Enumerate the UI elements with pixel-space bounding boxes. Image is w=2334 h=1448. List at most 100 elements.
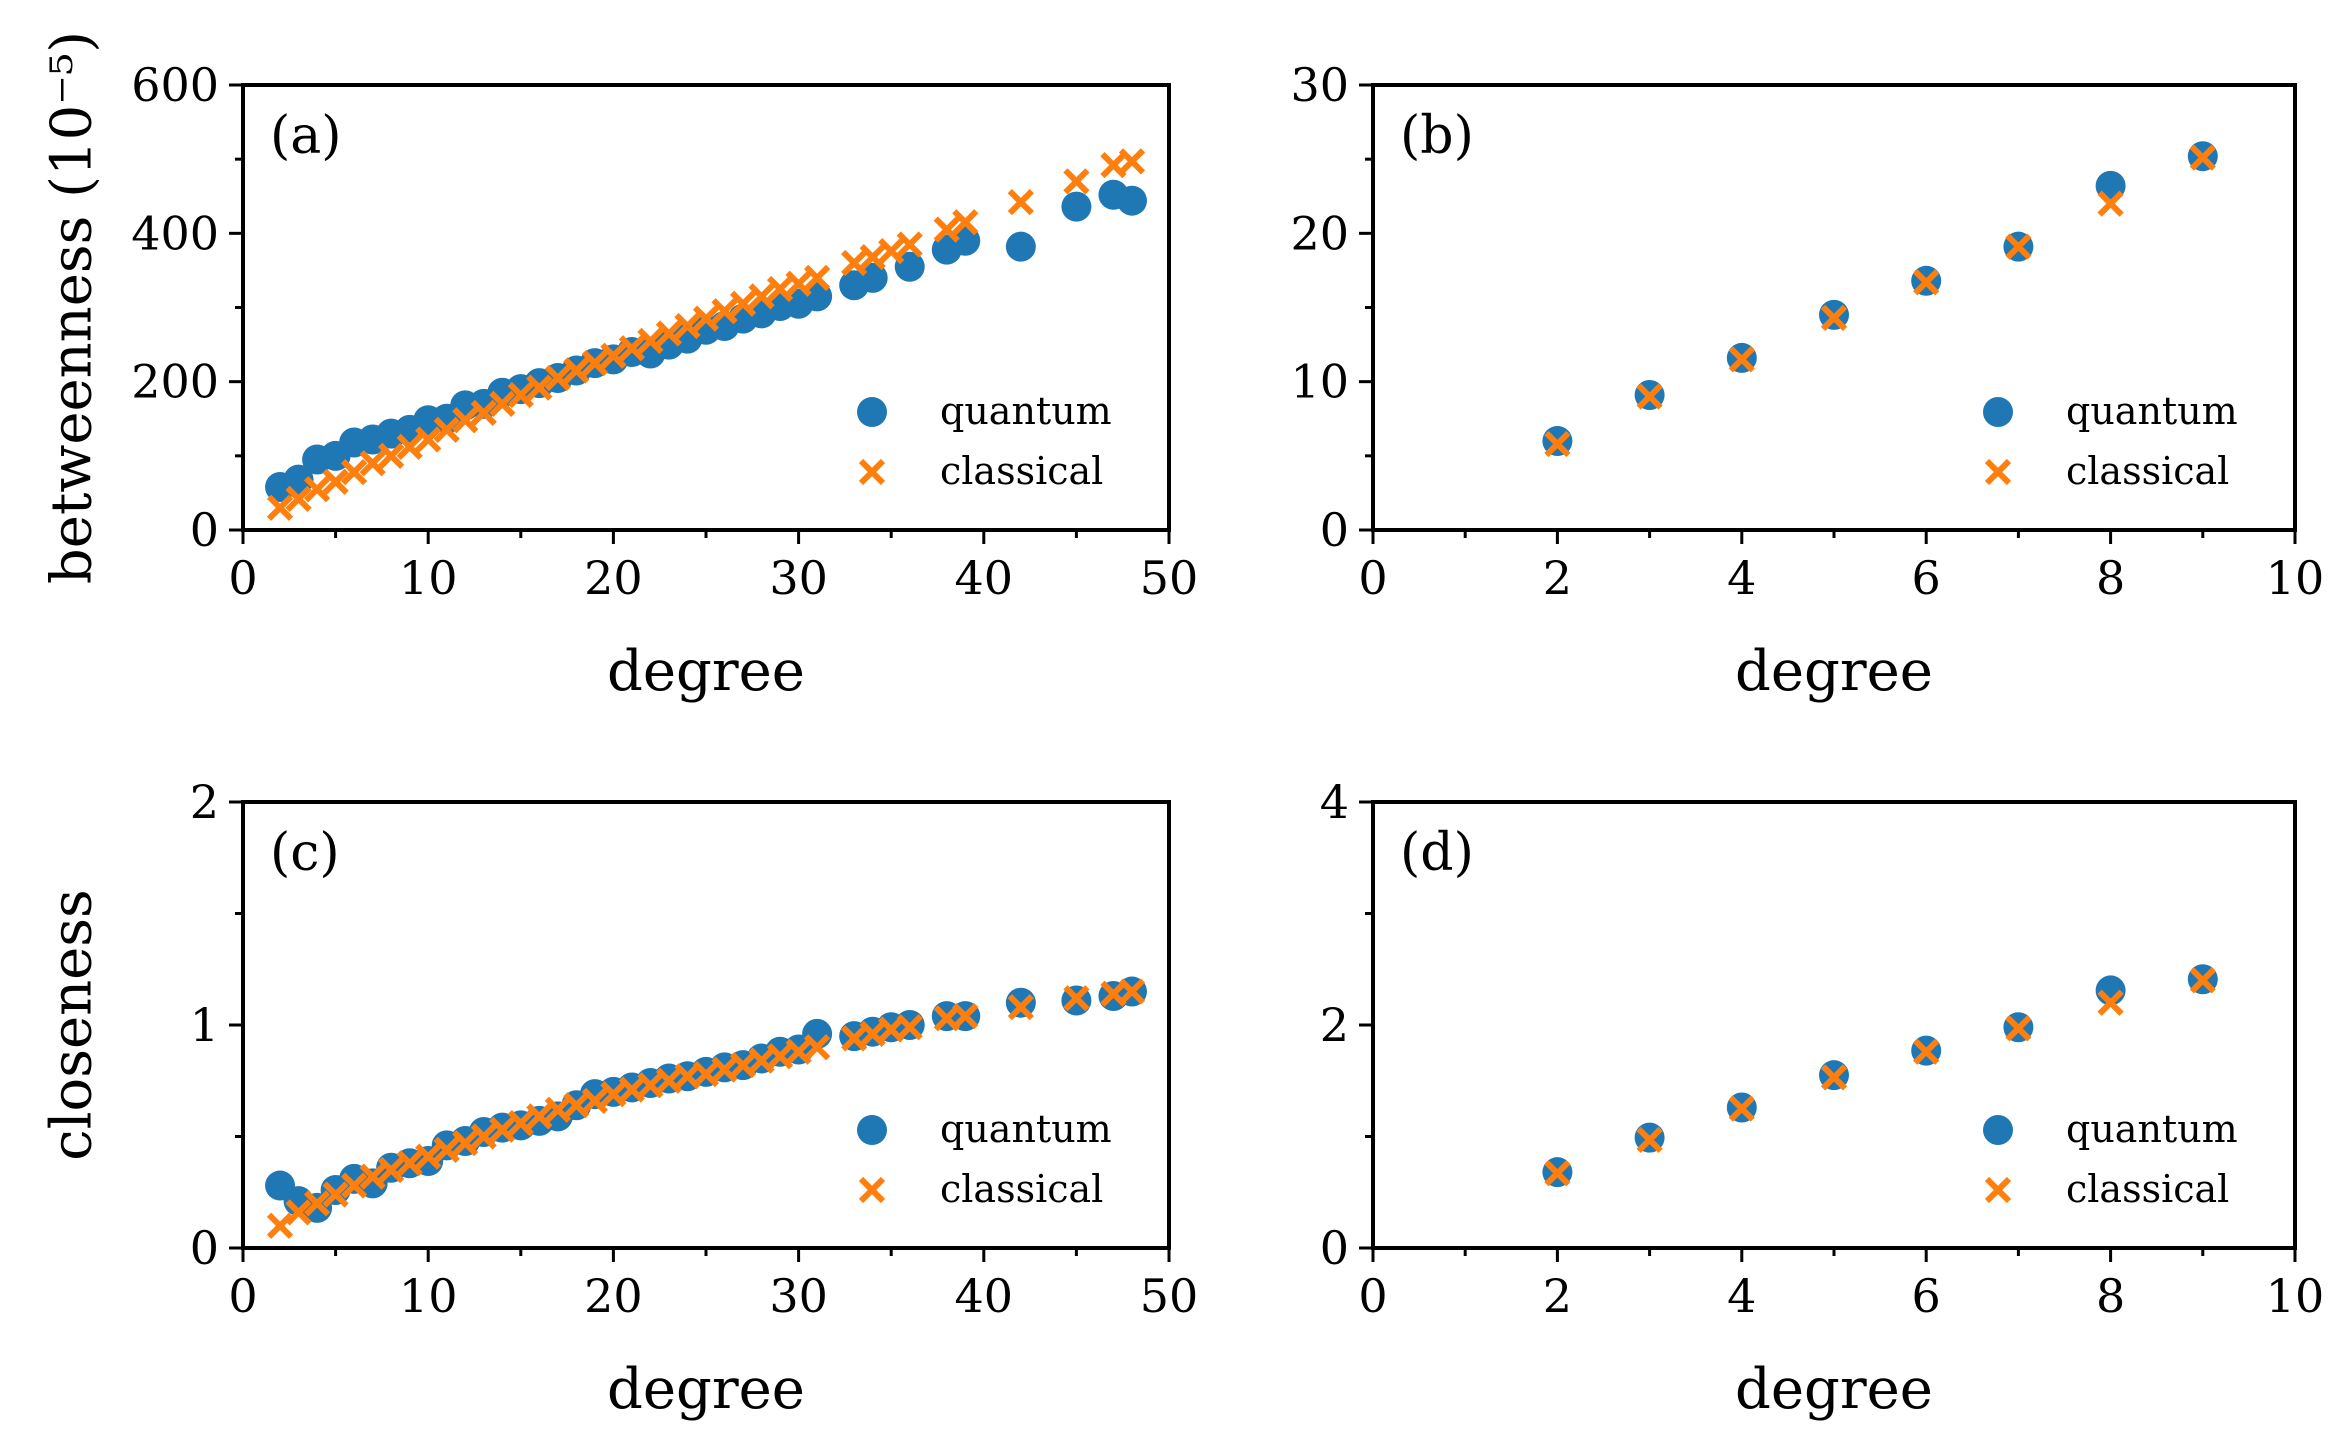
x-tick-label: 2	[1543, 551, 1572, 605]
x-tick-label: 50	[1140, 1269, 1199, 1323]
data-point-classical	[859, 1020, 886, 1048]
x-tick-label: 30	[769, 551, 828, 605]
data-point-quantum	[1116, 185, 1147, 216]
data-point-classical	[415, 1143, 442, 1170]
data-point-classical	[581, 1087, 609, 1114]
data-point-classical	[952, 209, 979, 236]
legend-quantum-marker	[1983, 397, 2013, 427]
data-point-classical	[1728, 1095, 1755, 1122]
series-classical	[1544, 967, 2216, 1187]
data-point-classical	[581, 350, 609, 377]
x-axis-label: degree	[1735, 639, 1933, 704]
data-point-classical	[359, 450, 386, 477]
legend-classical-marker	[1984, 1176, 2012, 1204]
legend-classical-marker	[858, 1176, 886, 1204]
y-tick-label: 2	[190, 775, 219, 829]
x-tick-label: 2	[1543, 1269, 1572, 1323]
y-tick-label: 0	[1320, 1221, 1349, 1275]
x-tick-label: 6	[1912, 551, 1941, 605]
x-tick-label: 10	[2266, 1269, 2325, 1323]
plot-frame	[1371, 83, 2297, 532]
legend-classical-marker	[1984, 458, 2012, 486]
data-point-classical	[452, 1130, 479, 1157]
data-point-classical	[1728, 346, 1755, 373]
data-point-classical	[266, 1212, 294, 1239]
legend-quantum-label: quantum	[940, 389, 1112, 433]
y-tick-label: 400	[131, 206, 219, 260]
data-point-classical	[396, 433, 423, 461]
panel-d: 0 2 4 6 8 10 0 2 4 degree (d) quantum classical	[1320, 775, 2325, 1422]
x-tick-label: 50	[1140, 551, 1199, 605]
data-point-classical	[1063, 168, 1090, 195]
data-point-classical	[785, 1038, 812, 1065]
x-tick-label: 30	[769, 1269, 828, 1323]
data-point-classical	[729, 1052, 757, 1079]
plot-frame	[1371, 800, 2297, 1250]
data-point-classical	[470, 399, 497, 426]
data-point-classical	[2005, 233, 2032, 260]
x-tick-label: 10	[399, 1269, 458, 1323]
x-tick-label: 0	[228, 551, 257, 605]
y-tick-label: 10	[1290, 355, 1349, 409]
legend-classical-label: classical	[2066, 1167, 2229, 1211]
x-tick-label: 6	[1912, 1269, 1941, 1323]
x-axis-label: degree	[607, 1357, 805, 1422]
data-point-classical	[489, 390, 516, 418]
data-point-classical	[637, 327, 664, 354]
legend-classical-label: classical	[940, 449, 1103, 493]
data-point-classical	[878, 238, 905, 265]
data-point-classical	[1007, 994, 1034, 1021]
series-classical	[1544, 144, 2216, 458]
panel-label: (d)	[1400, 823, 1474, 883]
data-point-classical	[378, 1156, 405, 1184]
data-point-classical	[526, 1103, 553, 1130]
data-point-classical	[507, 1109, 534, 1137]
data-point-classical	[1544, 1160, 1571, 1187]
data-point-classical	[303, 476, 331, 503]
data-point-classical	[1913, 1038, 1940, 1065]
x-tick-label: 4	[1727, 551, 1756, 605]
data-point-classical	[1100, 151, 1127, 179]
y-tick-label: 200	[131, 355, 219, 409]
x-tick-label: 40	[955, 1269, 1014, 1323]
data-point-classical	[285, 485, 312, 512]
data-point-classical	[322, 468, 349, 495]
data-point-classical	[600, 1081, 627, 1108]
data-point-classical	[896, 231, 923, 258]
data-point-classical	[1636, 383, 1663, 410]
panel-b: 0 2 4 6 8 10 0 10 20 30 degree (b) quantum classical	[1290, 58, 2324, 704]
legend-quantum-label: quantum	[940, 1107, 1112, 1151]
y-tick-label: 600	[131, 58, 219, 112]
data-point-classical	[526, 374, 553, 401]
x-axis-label: degree	[1735, 1357, 1933, 1422]
x-tick-label: 0	[1358, 1269, 1387, 1323]
panel-c: 0 10 20 30 40 50 0 1 2 degree closeness (c) quantum c…	[40, 775, 1199, 1422]
plot-frame	[241, 800, 1171, 1250]
data-point-quantum	[1005, 987, 1036, 1018]
data-point-classical	[766, 275, 794, 303]
data-point-quantum	[302, 1192, 333, 1223]
legend: quantum classical	[1983, 1107, 2238, 1211]
x-tick-label: 0	[1358, 551, 1387, 605]
data-point-classical	[841, 1025, 868, 1052]
x-tick-label: 20	[584, 1269, 643, 1323]
data-point-classical	[340, 1172, 368, 1199]
data-point-classical	[637, 1072, 664, 1099]
data-point-classical	[340, 459, 368, 486]
plot-frame	[241, 83, 1171, 532]
data-point-classical	[692, 305, 720, 332]
data-point-classical	[655, 1067, 683, 1094]
data-point-classical	[618, 335, 646, 362]
data-point-classical	[378, 442, 405, 469]
data-point-classical	[748, 283, 775, 310]
panel-label: (c)	[270, 823, 340, 883]
legend-quantum-marker	[1983, 1115, 2013, 1145]
data-point-classical	[655, 320, 683, 347]
x-tick-label: 0	[228, 1269, 257, 1323]
data-point-classical	[433, 416, 460, 443]
x-tick-label: 8	[2096, 551, 2125, 605]
data-point-classical	[618, 1076, 646, 1103]
data-point-classical	[711, 1056, 738, 1083]
data-point-classical	[507, 381, 534, 409]
